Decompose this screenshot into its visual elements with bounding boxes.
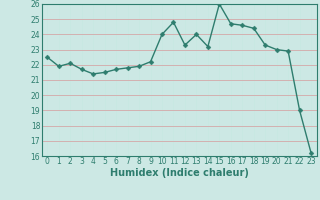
X-axis label: Humidex (Indice chaleur): Humidex (Indice chaleur)	[110, 168, 249, 178]
